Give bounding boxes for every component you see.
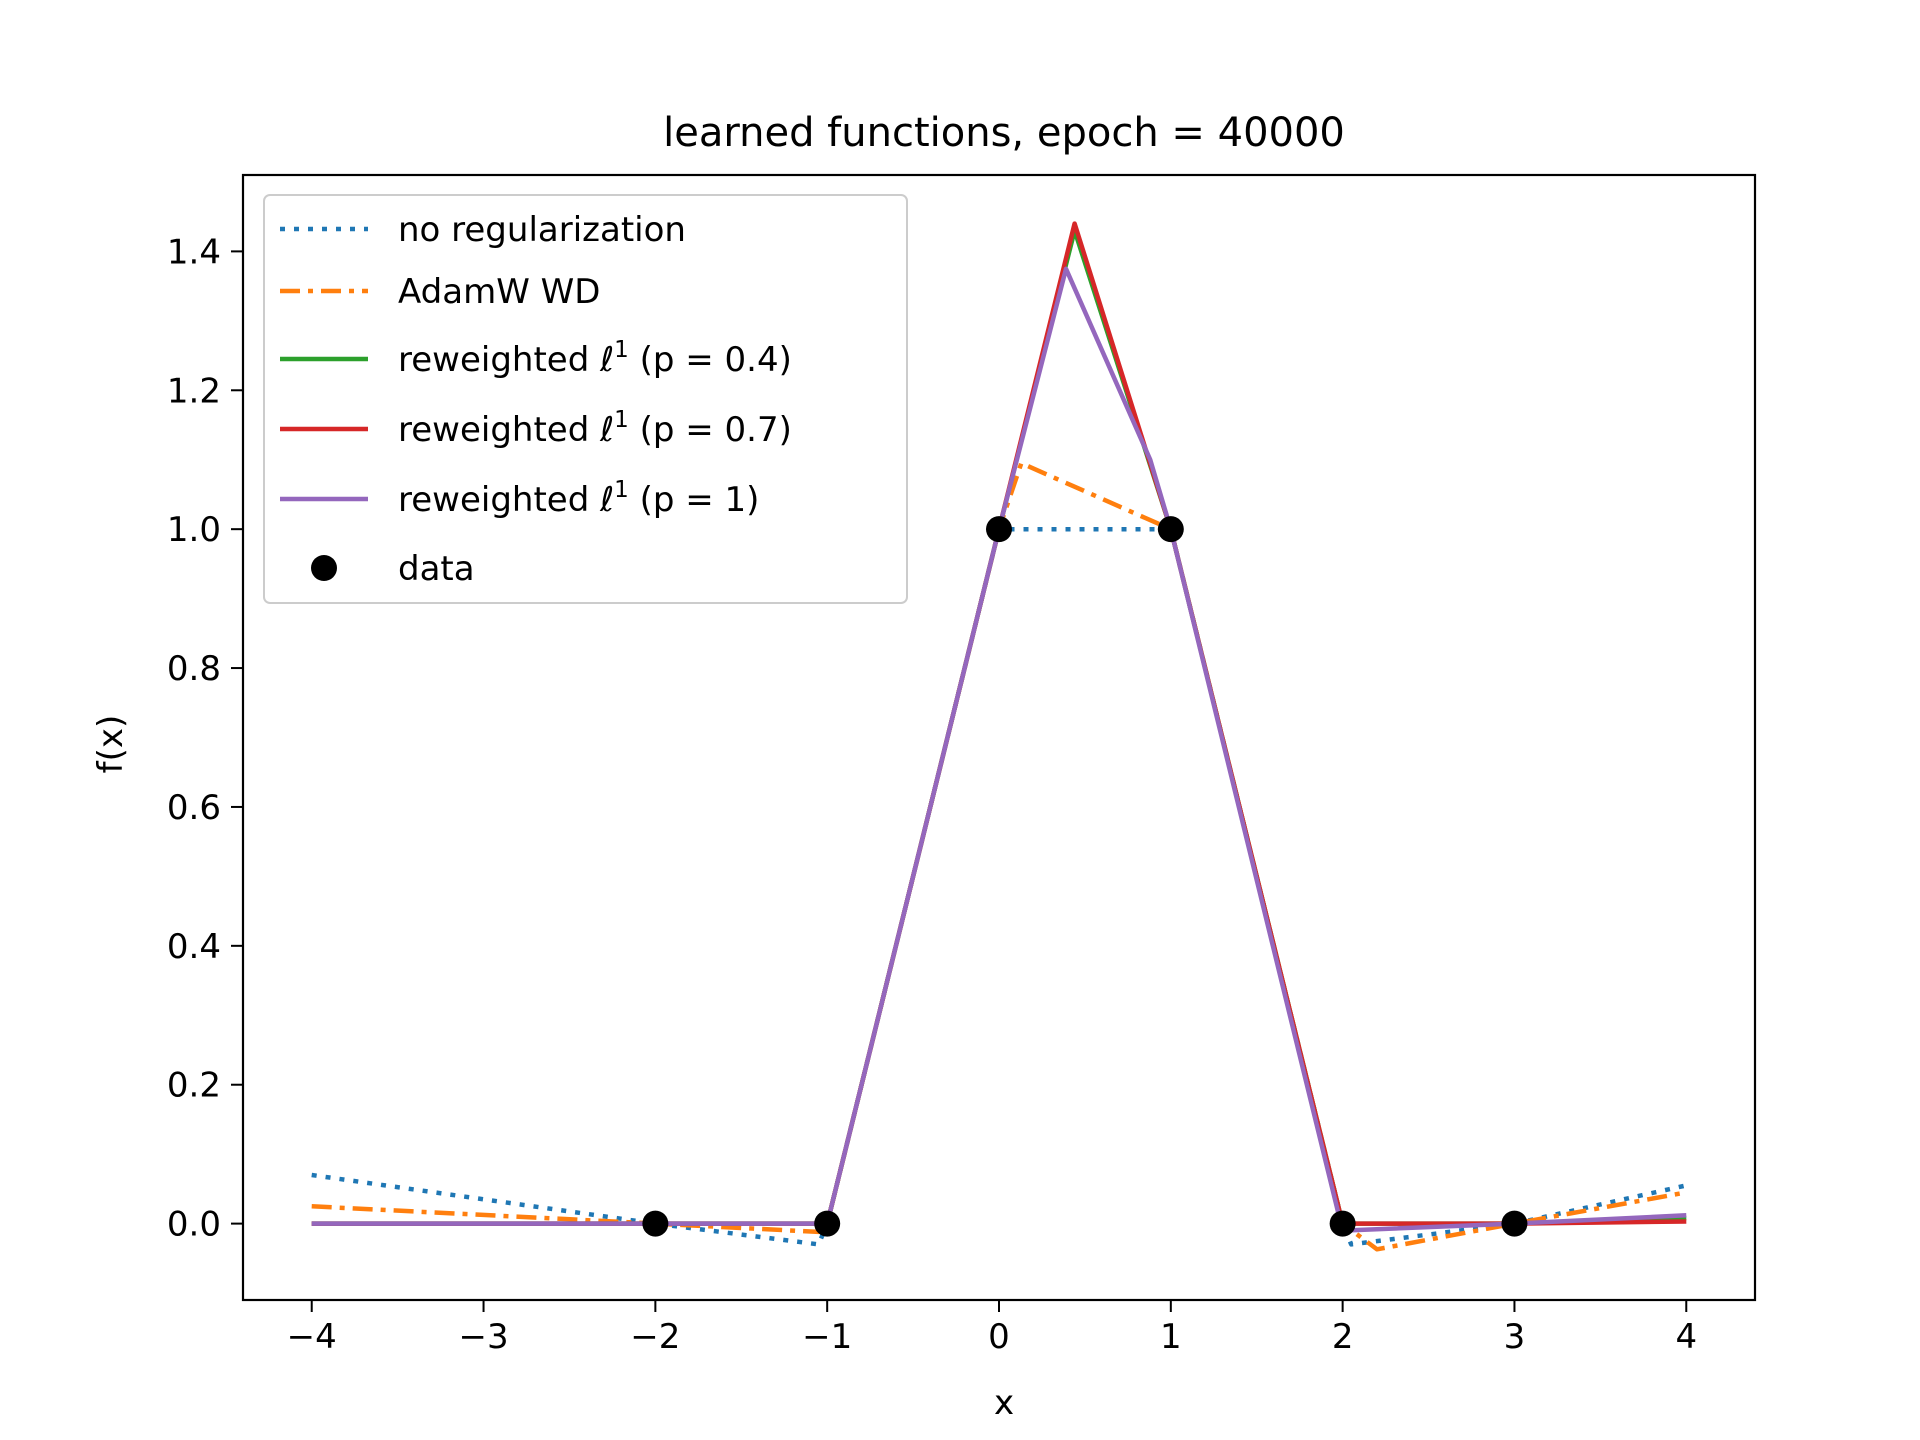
x-tick-label: −2 xyxy=(630,1317,680,1357)
data-point xyxy=(986,516,1012,543)
legend-label-1: AdamW WD xyxy=(398,272,600,312)
legend-label-0: no regularization xyxy=(398,210,686,250)
data-point xyxy=(642,1210,669,1237)
legend-label-3: reweighted ℓ1 (p = 0.7) xyxy=(398,407,792,450)
y-tick-label: 0.6 xyxy=(167,788,221,828)
x-tick-label: 2 xyxy=(1332,1317,1354,1357)
data-point xyxy=(814,1210,841,1237)
x-tick-label: 4 xyxy=(1675,1317,1697,1357)
legend-label-4: reweighted ℓ1 (p = 1) xyxy=(398,477,759,520)
x-tick-label: 1 xyxy=(1160,1317,1182,1357)
legend: no regularization AdamW WD reweighted ℓ1 (… xyxy=(263,194,908,604)
legend-label-2: reweighted ℓ1 (p = 0.4) xyxy=(398,337,792,380)
series-line-4 xyxy=(311,266,1687,1233)
plot-area: −4 −3 −2 −1 0 1 2 3 4 0.0 0.2 0.4 0.6 0.8 1.0 1.2 1.4 xyxy=(167,173,1757,1357)
y-tick-label: 0.0 xyxy=(167,1205,221,1245)
data-point xyxy=(1329,1210,1356,1237)
x-tick-label: −1 xyxy=(802,1317,852,1357)
series-line-0 xyxy=(311,526,1687,1247)
y-tick-label: 0.2 xyxy=(167,1066,221,1106)
x-tick-label: 0 xyxy=(988,1317,1010,1357)
chart-title: learned functions, epoch = 40000 xyxy=(663,110,1345,156)
legend-box xyxy=(263,194,908,604)
series-line-1 xyxy=(311,460,1687,1252)
y-tick-label: 1.2 xyxy=(167,371,221,411)
legend-handle-data xyxy=(311,555,337,581)
x-axis-label: x xyxy=(994,1383,1014,1423)
y-tick-label: 1.0 xyxy=(167,510,221,550)
y-tick-label: 0.4 xyxy=(167,927,221,967)
x-tick-label: −4 xyxy=(287,1317,337,1357)
data-point xyxy=(1157,516,1184,543)
legend-label-data: data xyxy=(398,549,475,589)
y-tick-label: 0.8 xyxy=(167,649,221,689)
x-tick-label: 3 xyxy=(1504,1317,1526,1357)
x-tick-label: −3 xyxy=(458,1317,508,1357)
y-axis-label: f(x) xyxy=(91,715,131,774)
y-tick-label: 1.4 xyxy=(167,232,221,272)
data-point xyxy=(1501,1210,1528,1237)
